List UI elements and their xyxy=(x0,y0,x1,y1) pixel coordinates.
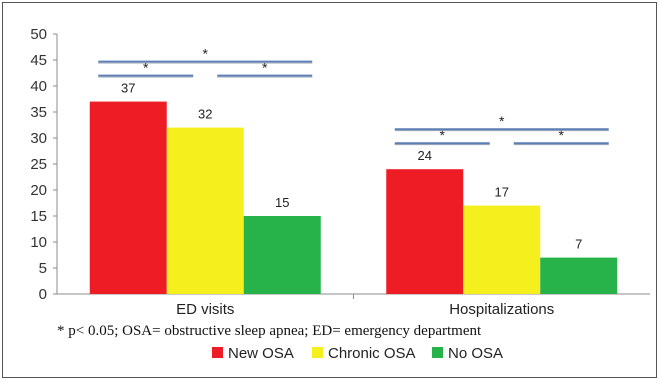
data-label: 7 xyxy=(575,237,582,252)
y-tick-label: 15 xyxy=(30,208,47,225)
data-label: 15 xyxy=(275,195,289,210)
y-tick-label: 5 xyxy=(39,260,47,277)
bar xyxy=(540,257,618,294)
significance-layer: * * * * * * xyxy=(98,46,609,146)
legend-swatch xyxy=(312,347,323,358)
significance-marker: * xyxy=(262,60,268,76)
y-tick-label: 45 xyxy=(30,52,47,69)
significance-marker: * xyxy=(559,127,565,143)
bar xyxy=(89,101,167,294)
y-tick-label: 20 xyxy=(30,182,47,199)
y-tick-label: 30 xyxy=(30,130,47,147)
y-tick-label: 25 xyxy=(30,156,47,173)
y-tick-label: 0 xyxy=(39,286,47,303)
data-label: 37 xyxy=(121,81,135,96)
y-tick-label: 10 xyxy=(30,234,47,251)
legend-label: No OSA xyxy=(448,345,503,362)
labels-layer: 37 32 15 ED visits 24 17 7 Hospitalizations xyxy=(121,81,582,318)
legend-swatch xyxy=(212,347,223,358)
category-label: ED visits xyxy=(176,301,234,318)
data-label: 32 xyxy=(198,107,212,122)
significance-marker: * xyxy=(203,46,209,62)
y-tick-label: 50 xyxy=(30,26,47,43)
category-label: Hospitalizations xyxy=(449,301,554,318)
significance-marker: * xyxy=(499,113,505,129)
bar xyxy=(166,127,244,294)
footnote: * p< 0.05; OSA= obstructive sleep apnea;… xyxy=(57,323,482,339)
data-label: 24 xyxy=(418,148,432,163)
legend-label: New OSA xyxy=(228,345,294,362)
legend: New OSA Chronic OSA No OSA xyxy=(212,345,503,362)
legend-label: Chronic OSA xyxy=(328,345,416,362)
y-tick-label: 35 xyxy=(30,104,47,121)
bars-layer xyxy=(89,101,618,294)
data-label: 17 xyxy=(495,185,509,200)
y-tick-label: 40 xyxy=(30,78,47,95)
bar xyxy=(243,216,321,294)
legend-swatch xyxy=(432,347,443,358)
significance-marker: * xyxy=(143,60,149,76)
bar xyxy=(386,169,464,294)
significance-marker: * xyxy=(440,127,446,143)
bar xyxy=(463,205,541,294)
